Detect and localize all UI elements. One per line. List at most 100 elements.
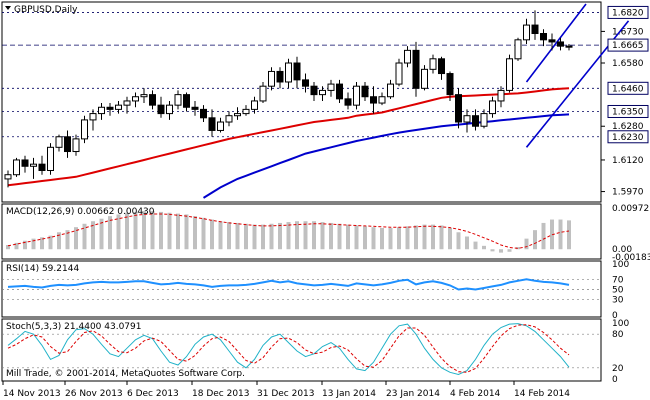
macd-histogram-bar bbox=[286, 222, 291, 250]
candle-body bbox=[395, 62, 403, 85]
candle-body bbox=[55, 136, 63, 148]
stoch-k-line bbox=[7, 323, 570, 376]
symbol-label: GBPUSD,Daily bbox=[14, 5, 78, 15]
moving-average-red bbox=[7, 87, 570, 187]
macd-histogram-bar bbox=[354, 225, 359, 250]
candle-body bbox=[327, 83, 335, 91]
candle-body bbox=[98, 106, 105, 115]
candle-body bbox=[523, 24, 530, 41]
macd-histogram-bar bbox=[133, 211, 138, 250]
candle-body bbox=[123, 100, 131, 106]
macd-histogram-bar bbox=[210, 219, 214, 250]
candle-body bbox=[344, 98, 352, 106]
moving-averages bbox=[7, 87, 570, 199]
candle-body bbox=[106, 106, 114, 110]
macd-histogram-bar bbox=[125, 212, 129, 250]
candle-body bbox=[89, 113, 97, 121]
macd-histogram-bar bbox=[541, 222, 546, 250]
macd-histogram-bar bbox=[244, 223, 248, 250]
time-tick-label: 26 Nov 2013 bbox=[65, 389, 123, 399]
macd-histogram-bar bbox=[456, 232, 461, 250]
stoch-tick-label: 80 bbox=[612, 330, 624, 340]
candle-body bbox=[225, 115, 233, 123]
candle-body bbox=[47, 146, 54, 171]
candle-body bbox=[149, 94, 156, 106]
candle-body bbox=[361, 85, 369, 98]
rsi-tick-label: 0 bbox=[612, 311, 618, 321]
time-tick-label: 23 Jan 2014 bbox=[386, 389, 440, 399]
macd-histogram-bar bbox=[431, 224, 435, 250]
rsi-panel-frame bbox=[1, 260, 602, 318]
macd-histogram-bar bbox=[516, 247, 520, 250]
macd-histogram-bar bbox=[14, 242, 19, 250]
macd-histogram-bar bbox=[201, 217, 206, 250]
macd-histogram-bar bbox=[397, 227, 401, 250]
candle-body bbox=[242, 108, 250, 115]
macd-histogram-bar bbox=[116, 214, 121, 250]
candle-body bbox=[191, 106, 199, 110]
macd-histogram-bar bbox=[448, 228, 452, 250]
candle-body bbox=[404, 49, 411, 64]
stoch-tick-label: 20 bbox=[612, 364, 624, 374]
candle-body bbox=[557, 41, 564, 47]
level-price-tag bbox=[607, 104, 649, 118]
level-price-tag-label: 1.6460 bbox=[612, 84, 644, 94]
macd-histogram-bar bbox=[252, 224, 257, 250]
rsi-line bbox=[7, 278, 570, 291]
time-tick-label: 4 Feb 2014 bbox=[450, 389, 501, 399]
macd-histogram-bar bbox=[439, 225, 444, 250]
candle-body bbox=[268, 70, 275, 87]
candle-body bbox=[285, 62, 292, 83]
candle-body bbox=[183, 94, 190, 108]
level-price-tag-label: 1.6820 bbox=[612, 8, 644, 18]
macd-histogram-bar bbox=[567, 220, 571, 250]
level-price-tag-label: 1.6230 bbox=[612, 133, 644, 143]
time-tick-label: 31 Dec 2013 bbox=[257, 389, 315, 399]
price-level-tags: 1.6820 1.6665 1.6460 1.6350 1.6230 bbox=[607, 5, 649, 144]
macd-panel-frame bbox=[1, 203, 602, 260]
candle-body bbox=[438, 58, 445, 75]
candle-body bbox=[293, 62, 301, 81]
candle-body bbox=[174, 94, 182, 106]
candle-body bbox=[548, 39, 556, 43]
macd-histogram-bar bbox=[269, 223, 274, 250]
rsi-tick-label: 100 bbox=[612, 260, 629, 270]
moving-average-blue bbox=[202, 113, 570, 199]
price-tick-label: 1.5970 bbox=[612, 188, 644, 198]
level-price-tag bbox=[607, 81, 649, 95]
candlesticks bbox=[4, 10, 573, 188]
time-tick-label: 13 Jan 2014 bbox=[322, 389, 376, 399]
time-tick-label: 18 Dec 2013 bbox=[192, 389, 250, 399]
candle-body bbox=[64, 136, 71, 153]
macd-histogram-bar bbox=[193, 216, 197, 250]
macd-histogram-bar bbox=[176, 213, 180, 250]
candle-body bbox=[489, 100, 496, 115]
level-price-tag bbox=[607, 5, 649, 19]
macd-histogram-bar bbox=[167, 212, 172, 250]
candle-body bbox=[310, 85, 318, 96]
symbol-triangle-icon bbox=[5, 6, 11, 10]
candle-body bbox=[446, 73, 454, 96]
candle-body bbox=[421, 68, 428, 89]
macd-histogram-bar bbox=[82, 223, 87, 250]
macd-histogram-bar bbox=[23, 240, 27, 250]
macd-histogram-bar bbox=[524, 238, 529, 250]
macd-histogram-bar bbox=[218, 221, 223, 250]
macd-histogram-bar bbox=[227, 222, 231, 250]
candle-body bbox=[200, 108, 207, 119]
macd-histogram-bar bbox=[414, 225, 418, 250]
macd-histogram-bar bbox=[490, 249, 495, 252]
macd-histogram-bar bbox=[337, 223, 342, 250]
macd-histogram-bar bbox=[91, 221, 95, 250]
candle-body bbox=[166, 104, 173, 115]
candle-body bbox=[463, 115, 471, 123]
candle-body bbox=[531, 24, 539, 35]
candle-body bbox=[21, 159, 29, 167]
macd-histogram-bar bbox=[74, 227, 78, 250]
trend-channel-line bbox=[525, 3, 587, 83]
macd-histogram-bar bbox=[303, 221, 308, 250]
candle-body bbox=[234, 113, 241, 117]
stoch-panel-frame bbox=[1, 318, 602, 382]
